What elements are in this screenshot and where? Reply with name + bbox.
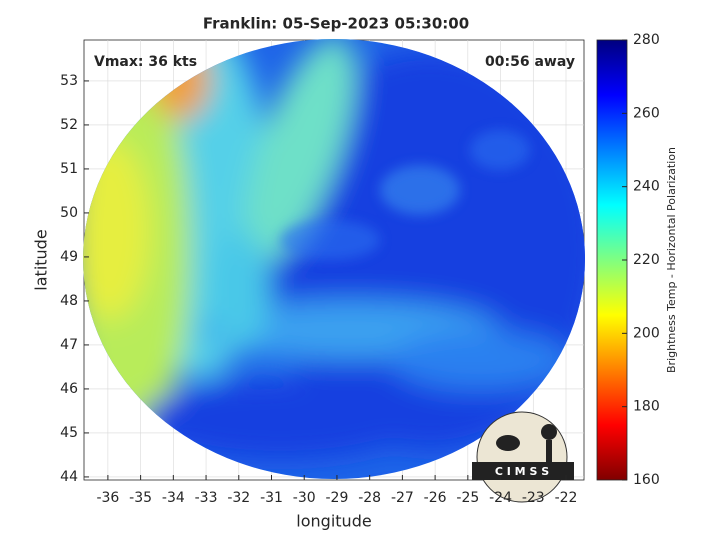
x-tick-label: -30 bbox=[293, 490, 316, 506]
colorbar-tick-label: 240 bbox=[633, 179, 660, 195]
x-tick-label: -24 bbox=[489, 490, 512, 506]
y-tick-label: 51 bbox=[60, 161, 78, 177]
x-tick-label: -33 bbox=[195, 490, 218, 506]
x-tick-label: -32 bbox=[227, 490, 250, 506]
y-tick-label: 45 bbox=[60, 425, 78, 441]
y-tick-label: 47 bbox=[60, 337, 78, 353]
y-tick-label: 49 bbox=[60, 249, 78, 265]
y-tick-label: 52 bbox=[60, 117, 78, 133]
x-tick-label: -23 bbox=[522, 490, 545, 506]
colorbar-tick-label: 280 bbox=[633, 32, 660, 48]
y-tick-label: 50 bbox=[60, 205, 78, 221]
x-tick-label: -26 bbox=[424, 490, 447, 506]
y-tick-label: 44 bbox=[60, 469, 78, 485]
logo-text: C I M S S bbox=[495, 465, 549, 478]
x-tick-label: -27 bbox=[391, 490, 414, 506]
y-tick-label: 48 bbox=[60, 293, 78, 309]
x-tick-label: -28 bbox=[358, 490, 381, 506]
annotation: Vmax: 36 kts bbox=[94, 54, 197, 70]
x-tick-label: -29 bbox=[326, 490, 349, 506]
y-tick-label: 53 bbox=[60, 73, 78, 89]
x-tick-label: -25 bbox=[456, 490, 479, 506]
colorbar-tick-label: 180 bbox=[633, 399, 660, 415]
x-tick-label: -34 bbox=[162, 490, 185, 506]
x-tick-label: -22 bbox=[555, 490, 578, 506]
chart-title: Franklin: 05-Sep-2023 05:30:00 bbox=[203, 15, 469, 33]
x-axis-label: longitude bbox=[296, 512, 371, 531]
colorbar-tick-label: 200 bbox=[633, 325, 660, 341]
cimss-logo: C I M S S bbox=[472, 411, 574, 503]
x-tick-label: -35 bbox=[129, 490, 152, 506]
colorbar-tick-label: 160 bbox=[633, 472, 660, 488]
colorbar-tick-label: 260 bbox=[633, 105, 660, 121]
y-tick-label: 46 bbox=[60, 381, 78, 397]
colorbar-label: Brightness Temp - Horizontal Polarizatio… bbox=[665, 147, 678, 373]
y-axis-label: latitude bbox=[32, 229, 51, 290]
x-tick-label: -36 bbox=[96, 490, 119, 506]
x-tick-label: -31 bbox=[260, 490, 283, 506]
colorbar-tick-label: 220 bbox=[633, 252, 660, 268]
annotation: 00:56 away bbox=[485, 54, 575, 70]
